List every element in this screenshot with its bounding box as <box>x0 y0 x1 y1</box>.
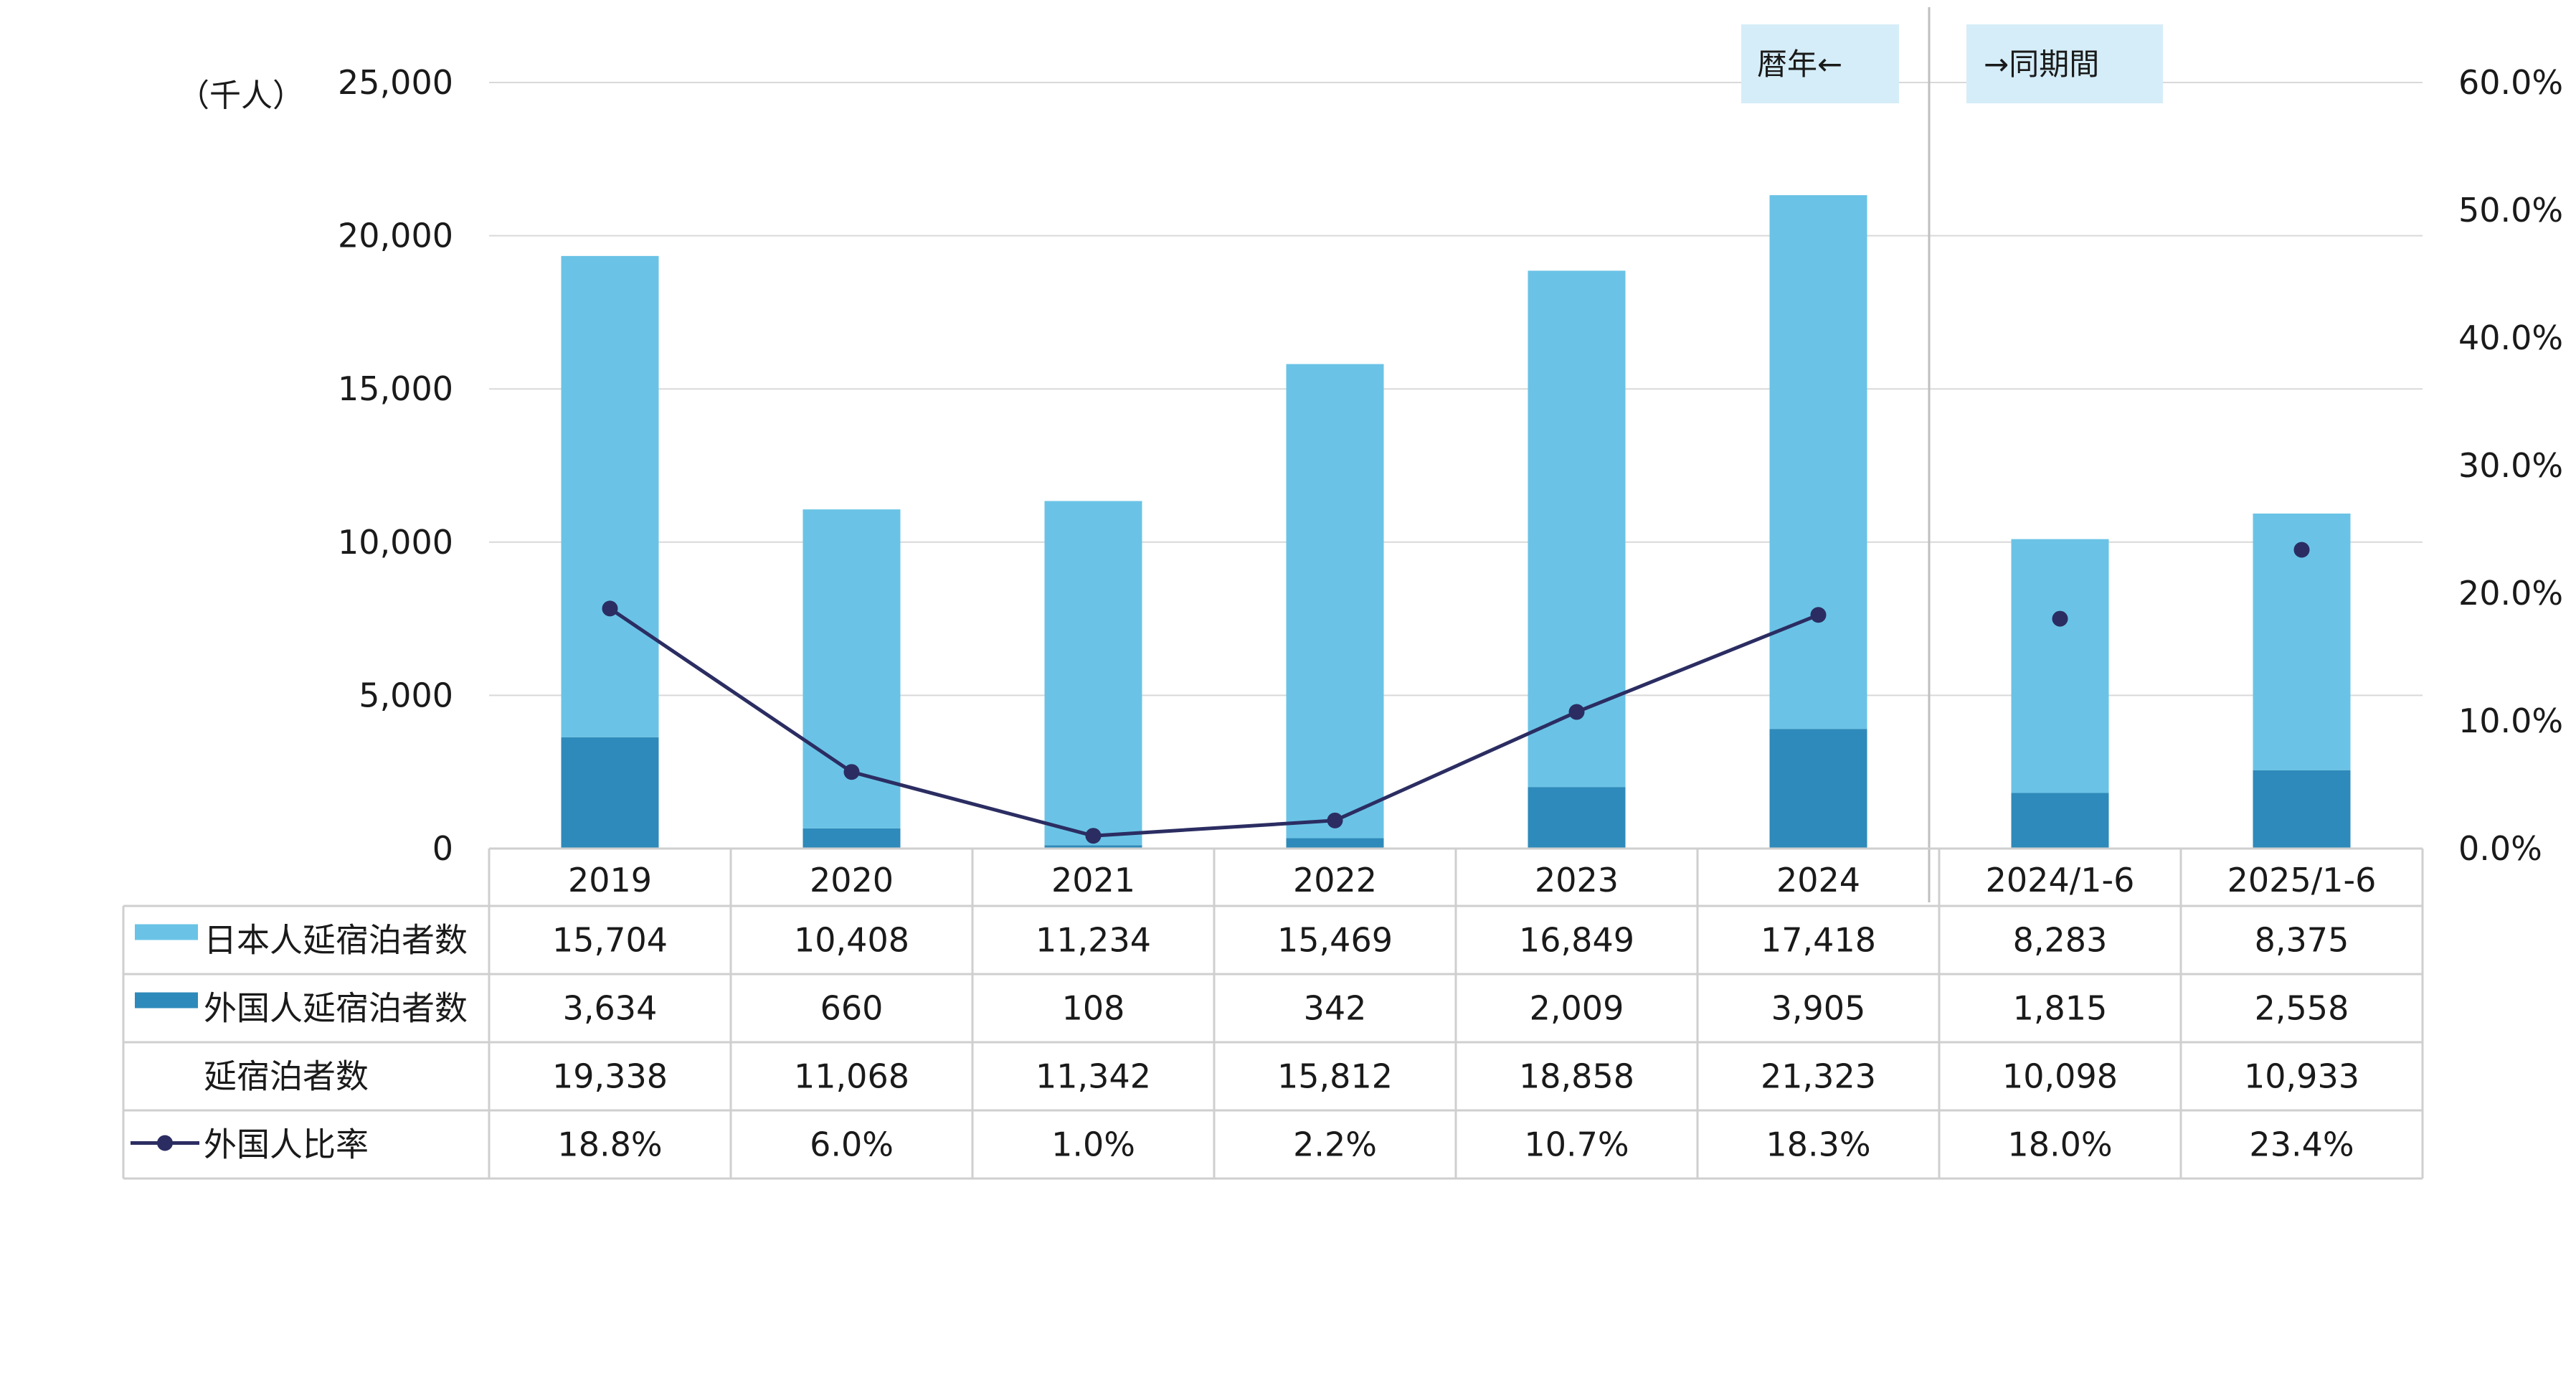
bar-foreign <box>1769 729 1867 849</box>
y-left-tick-label: 25,000 <box>338 63 453 102</box>
table-cell: 11,234 <box>1036 921 1151 960</box>
legend-key-ratio-marker <box>157 1135 173 1151</box>
ratio-point <box>1085 828 1102 844</box>
period-box-same-period <box>1966 24 2163 103</box>
bar-japanese <box>1044 501 1142 846</box>
table-cell: 18,858 <box>1519 1057 1634 1096</box>
y-left-tick-label: 10,000 <box>338 523 453 562</box>
ratio-point <box>1327 812 1343 828</box>
table-cell: 2.2% <box>1293 1125 1377 1164</box>
ratio-point <box>2293 542 2310 558</box>
ratio-line <box>602 542 2310 844</box>
table-cell: 23.4% <box>2249 1125 2354 1164</box>
table-cell: 18.8% <box>557 1125 662 1164</box>
table-cell: 2,009 <box>1530 989 1624 1028</box>
period-labels: 暦年← →同期間 <box>1741 7 2163 902</box>
table-cell: 342 <box>1304 989 1367 1028</box>
ratio-point <box>843 764 860 780</box>
period-label-same-period: →同期間 <box>1984 47 2099 82</box>
bar-foreign <box>1528 787 1626 849</box>
y-right-tick-label: 10.0% <box>2458 702 2563 740</box>
table-cell: 108 <box>1062 989 1125 1028</box>
y-left-tick-label: 20,000 <box>338 217 453 255</box>
bars <box>561 195 2351 849</box>
gridlines <box>489 82 2423 696</box>
category-label: 2020 <box>810 861 894 899</box>
table-cell: 1.0% <box>1051 1125 1135 1164</box>
table-cell: 17,418 <box>1761 921 1876 960</box>
table-cell: 15,469 <box>1277 921 1393 960</box>
table-cell: 10,408 <box>794 921 909 960</box>
table-cell: 15,812 <box>1277 1057 1393 1096</box>
bar-japanese <box>2011 539 2109 793</box>
bar-japanese <box>561 255 659 737</box>
ratio-point <box>1568 704 1585 720</box>
table-cell: 10.7% <box>1524 1125 1629 1164</box>
bar-foreign <box>1044 845 1142 849</box>
table-cell: 15,704 <box>552 921 668 960</box>
ratio-point <box>1810 607 1827 623</box>
y-right-tick-label: 60.0% <box>2458 63 2563 102</box>
ratio-point <box>2052 610 2068 627</box>
bar-foreign <box>802 828 901 849</box>
table-cell: 6.0% <box>810 1125 894 1164</box>
bar-foreign <box>561 737 659 849</box>
bar-japanese <box>1286 364 1384 839</box>
bar-japanese <box>1769 195 1867 729</box>
table-cell: 18.0% <box>2007 1125 2112 1164</box>
bar-foreign <box>2011 793 2109 849</box>
category-label: 2024/1-6 <box>1986 861 2135 899</box>
table-cell: 3,905 <box>1771 989 1866 1028</box>
category-label: 2021 <box>1051 861 1135 899</box>
table-cell: 10,933 <box>2244 1057 2359 1096</box>
y-right-tick-label: 50.0% <box>2458 191 2563 230</box>
ratio-point <box>602 600 618 617</box>
table-cell: 11,068 <box>794 1057 909 1096</box>
table-cell: 21,323 <box>1761 1057 1876 1096</box>
bar-japanese <box>1528 270 1626 788</box>
legend-key-foreign <box>135 992 198 1009</box>
row-label: 日本人延宿泊者数 <box>204 921 468 960</box>
y-right-tick-label: 0.0% <box>2458 829 2542 868</box>
bar-foreign <box>2253 770 2351 849</box>
unit-label: （千人） <box>178 77 304 114</box>
data-table: 2019 2020 2021 2022 2023 2024 2024/1-6 2025/1-6… <box>122 847 2424 1180</box>
y-right-tick-label: 40.0% <box>2458 318 2563 357</box>
table-cell: 18.3% <box>1766 1125 1870 1164</box>
table-cell: 11,342 <box>1036 1057 1151 1096</box>
axes: （千人） 0 5,000 10,000 15,000 20,000 25,000 0.0% 1… <box>178 63 2563 868</box>
y-left-tick-label: 5,000 <box>359 676 453 714</box>
table-cell: 10,098 <box>2002 1057 2118 1096</box>
table-cell: 8,375 <box>2255 921 2349 960</box>
table-cell: 1,815 <box>2013 989 2108 1028</box>
row-label: 延宿泊者数 <box>204 1057 369 1096</box>
table-cell: 19,338 <box>552 1057 668 1096</box>
legend-key-japanese <box>135 924 198 940</box>
category-label: 2019 <box>568 861 652 899</box>
category-label: 2023 <box>1535 861 1619 899</box>
table-cell: 3,634 <box>563 989 658 1028</box>
y-left-tick-label: 0 <box>432 829 453 868</box>
category-label: 2024 <box>1776 861 1860 899</box>
y-right-tick-label: 20.0% <box>2458 574 2563 613</box>
bar-foreign <box>1286 838 1384 849</box>
category-label: 2025/1-6 <box>2227 861 2377 899</box>
table-cell: 8,283 <box>2013 921 2108 960</box>
category-label: 2022 <box>1293 861 1377 899</box>
y-right-tick-label: 30.0% <box>2458 446 2563 485</box>
table-cell: 2,558 <box>2255 989 2349 1028</box>
table-cell: 660 <box>820 989 884 1028</box>
row-label: 外国人延宿泊者数 <box>204 989 468 1028</box>
ratio-line-path <box>609 607 1819 838</box>
period-box-calendar <box>1741 24 1899 103</box>
y-left-tick-label: 15,000 <box>338 369 453 408</box>
table-cell: 16,849 <box>1519 921 1634 960</box>
row-label: 外国人比率 <box>204 1125 369 1164</box>
period-label-calendar: 暦年← <box>1757 47 1842 82</box>
